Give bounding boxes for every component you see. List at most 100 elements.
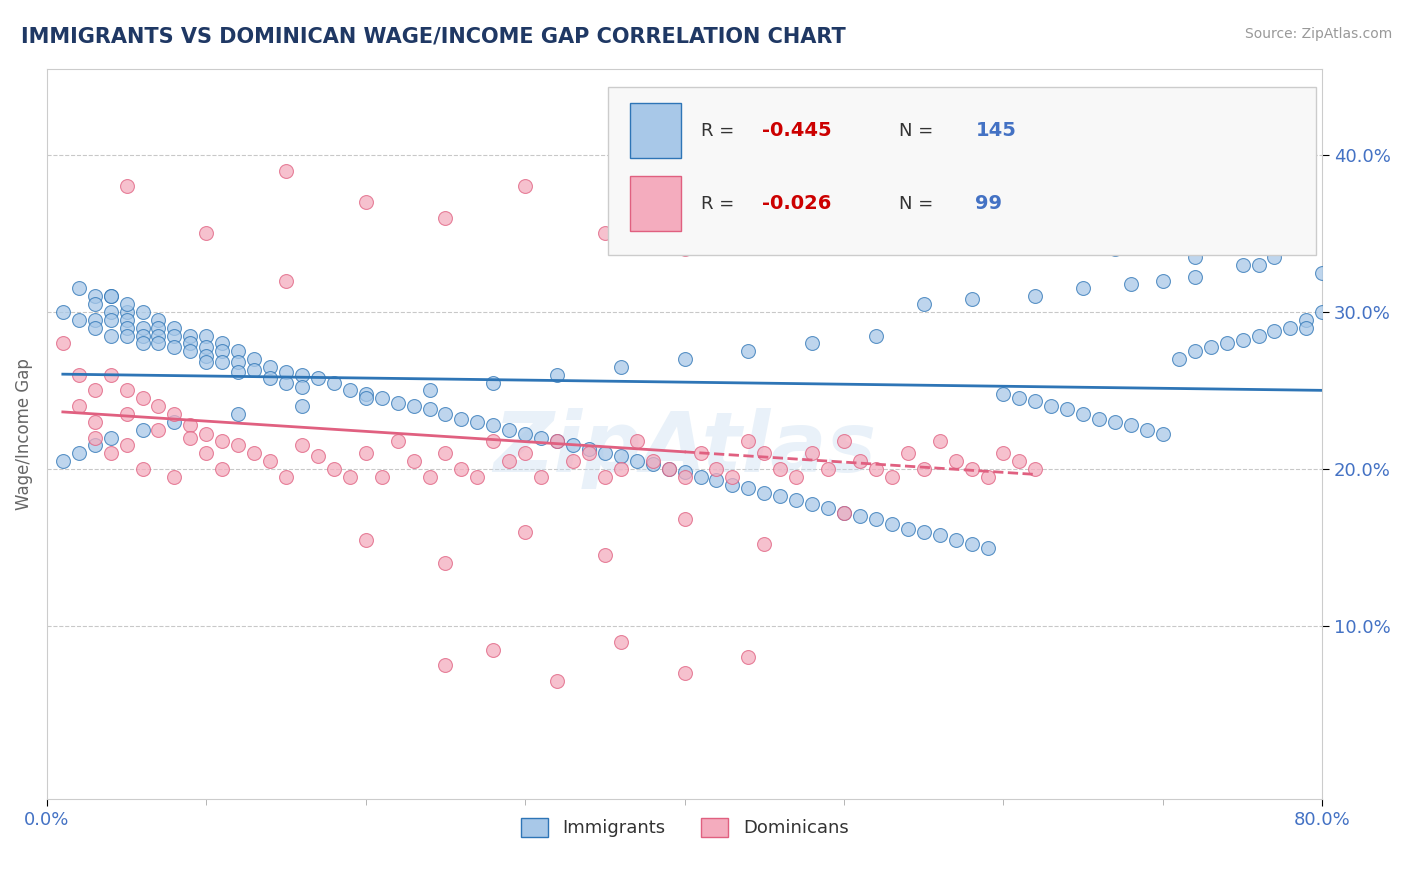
Point <box>960 462 983 476</box>
Point <box>1279 320 1302 334</box>
Point <box>387 434 409 448</box>
Point <box>673 470 696 484</box>
FancyBboxPatch shape <box>607 87 1316 255</box>
Point <box>274 376 297 390</box>
Point <box>83 320 105 334</box>
Point <box>467 470 489 484</box>
Point <box>912 219 935 233</box>
Point <box>131 392 153 406</box>
Point <box>195 227 218 241</box>
FancyBboxPatch shape <box>630 103 681 158</box>
Point <box>1232 258 1254 272</box>
Point <box>993 446 1015 460</box>
Point <box>578 442 600 456</box>
Point <box>849 509 872 524</box>
Point <box>274 274 297 288</box>
Point <box>593 227 616 241</box>
Point <box>673 512 696 526</box>
Point <box>785 470 807 484</box>
Point <box>865 328 887 343</box>
Text: IMMIGRANTS VS DOMINICAN WAGE/INCOME GAP CORRELATION CHART: IMMIGRANTS VS DOMINICAN WAGE/INCOME GAP … <box>21 27 846 46</box>
Point <box>562 438 585 452</box>
Point <box>1310 266 1333 280</box>
Point <box>706 473 728 487</box>
Point <box>291 399 314 413</box>
Point <box>163 415 186 429</box>
Point <box>546 434 568 448</box>
Point <box>737 434 759 448</box>
Point <box>610 462 633 476</box>
Point <box>515 427 537 442</box>
Point <box>1215 336 1237 351</box>
Point <box>515 446 537 460</box>
Point <box>83 384 105 398</box>
Point <box>1199 339 1222 353</box>
Point <box>100 431 122 445</box>
Point <box>450 462 472 476</box>
Point <box>100 368 122 382</box>
Point <box>1040 234 1063 248</box>
Point <box>274 365 297 379</box>
Point <box>291 438 314 452</box>
Text: 145: 145 <box>976 121 1017 140</box>
Point <box>163 339 186 353</box>
Point <box>259 371 281 385</box>
Point <box>211 344 233 359</box>
Point <box>897 446 920 460</box>
Point <box>259 359 281 374</box>
Point <box>418 402 440 417</box>
Point <box>976 470 998 484</box>
Point <box>307 450 329 464</box>
Point <box>1104 242 1126 256</box>
Point <box>354 446 377 460</box>
Point <box>100 289 122 303</box>
Point <box>322 462 344 476</box>
Point <box>945 533 967 547</box>
Point <box>100 289 122 303</box>
Point <box>673 242 696 256</box>
Point <box>131 462 153 476</box>
Point <box>785 493 807 508</box>
Point <box>195 328 218 343</box>
Point <box>131 336 153 351</box>
Point <box>52 336 75 351</box>
Point <box>402 454 425 468</box>
Point <box>593 446 616 460</box>
Point <box>1247 258 1270 272</box>
Point <box>928 434 950 448</box>
Point <box>402 399 425 413</box>
Point <box>259 454 281 468</box>
Point <box>83 438 105 452</box>
Point <box>179 336 201 351</box>
Point <box>546 434 568 448</box>
Point <box>706 462 728 476</box>
Point <box>530 470 553 484</box>
Point <box>211 355 233 369</box>
Point <box>100 328 122 343</box>
Point <box>610 359 633 374</box>
Y-axis label: Wage/Income Gap: Wage/Income Gap <box>15 358 32 509</box>
Point <box>832 179 855 194</box>
Point <box>1184 270 1206 285</box>
Text: ZipAtlas: ZipAtlas <box>494 408 876 489</box>
Point <box>354 194 377 209</box>
Point <box>832 506 855 520</box>
Point <box>562 454 585 468</box>
Point <box>498 454 520 468</box>
Point <box>1247 328 1270 343</box>
Point <box>1024 394 1046 409</box>
Text: Source: ZipAtlas.com: Source: ZipAtlas.com <box>1244 27 1392 41</box>
Point <box>387 396 409 410</box>
Point <box>163 407 186 421</box>
Point <box>945 454 967 468</box>
Point <box>83 313 105 327</box>
Point <box>593 470 616 484</box>
Point <box>880 470 903 484</box>
Point <box>115 305 138 319</box>
Point <box>1263 250 1285 264</box>
Point <box>737 344 759 359</box>
Point <box>769 489 792 503</box>
Point <box>737 481 759 495</box>
Point <box>928 528 950 542</box>
Point <box>817 462 839 476</box>
